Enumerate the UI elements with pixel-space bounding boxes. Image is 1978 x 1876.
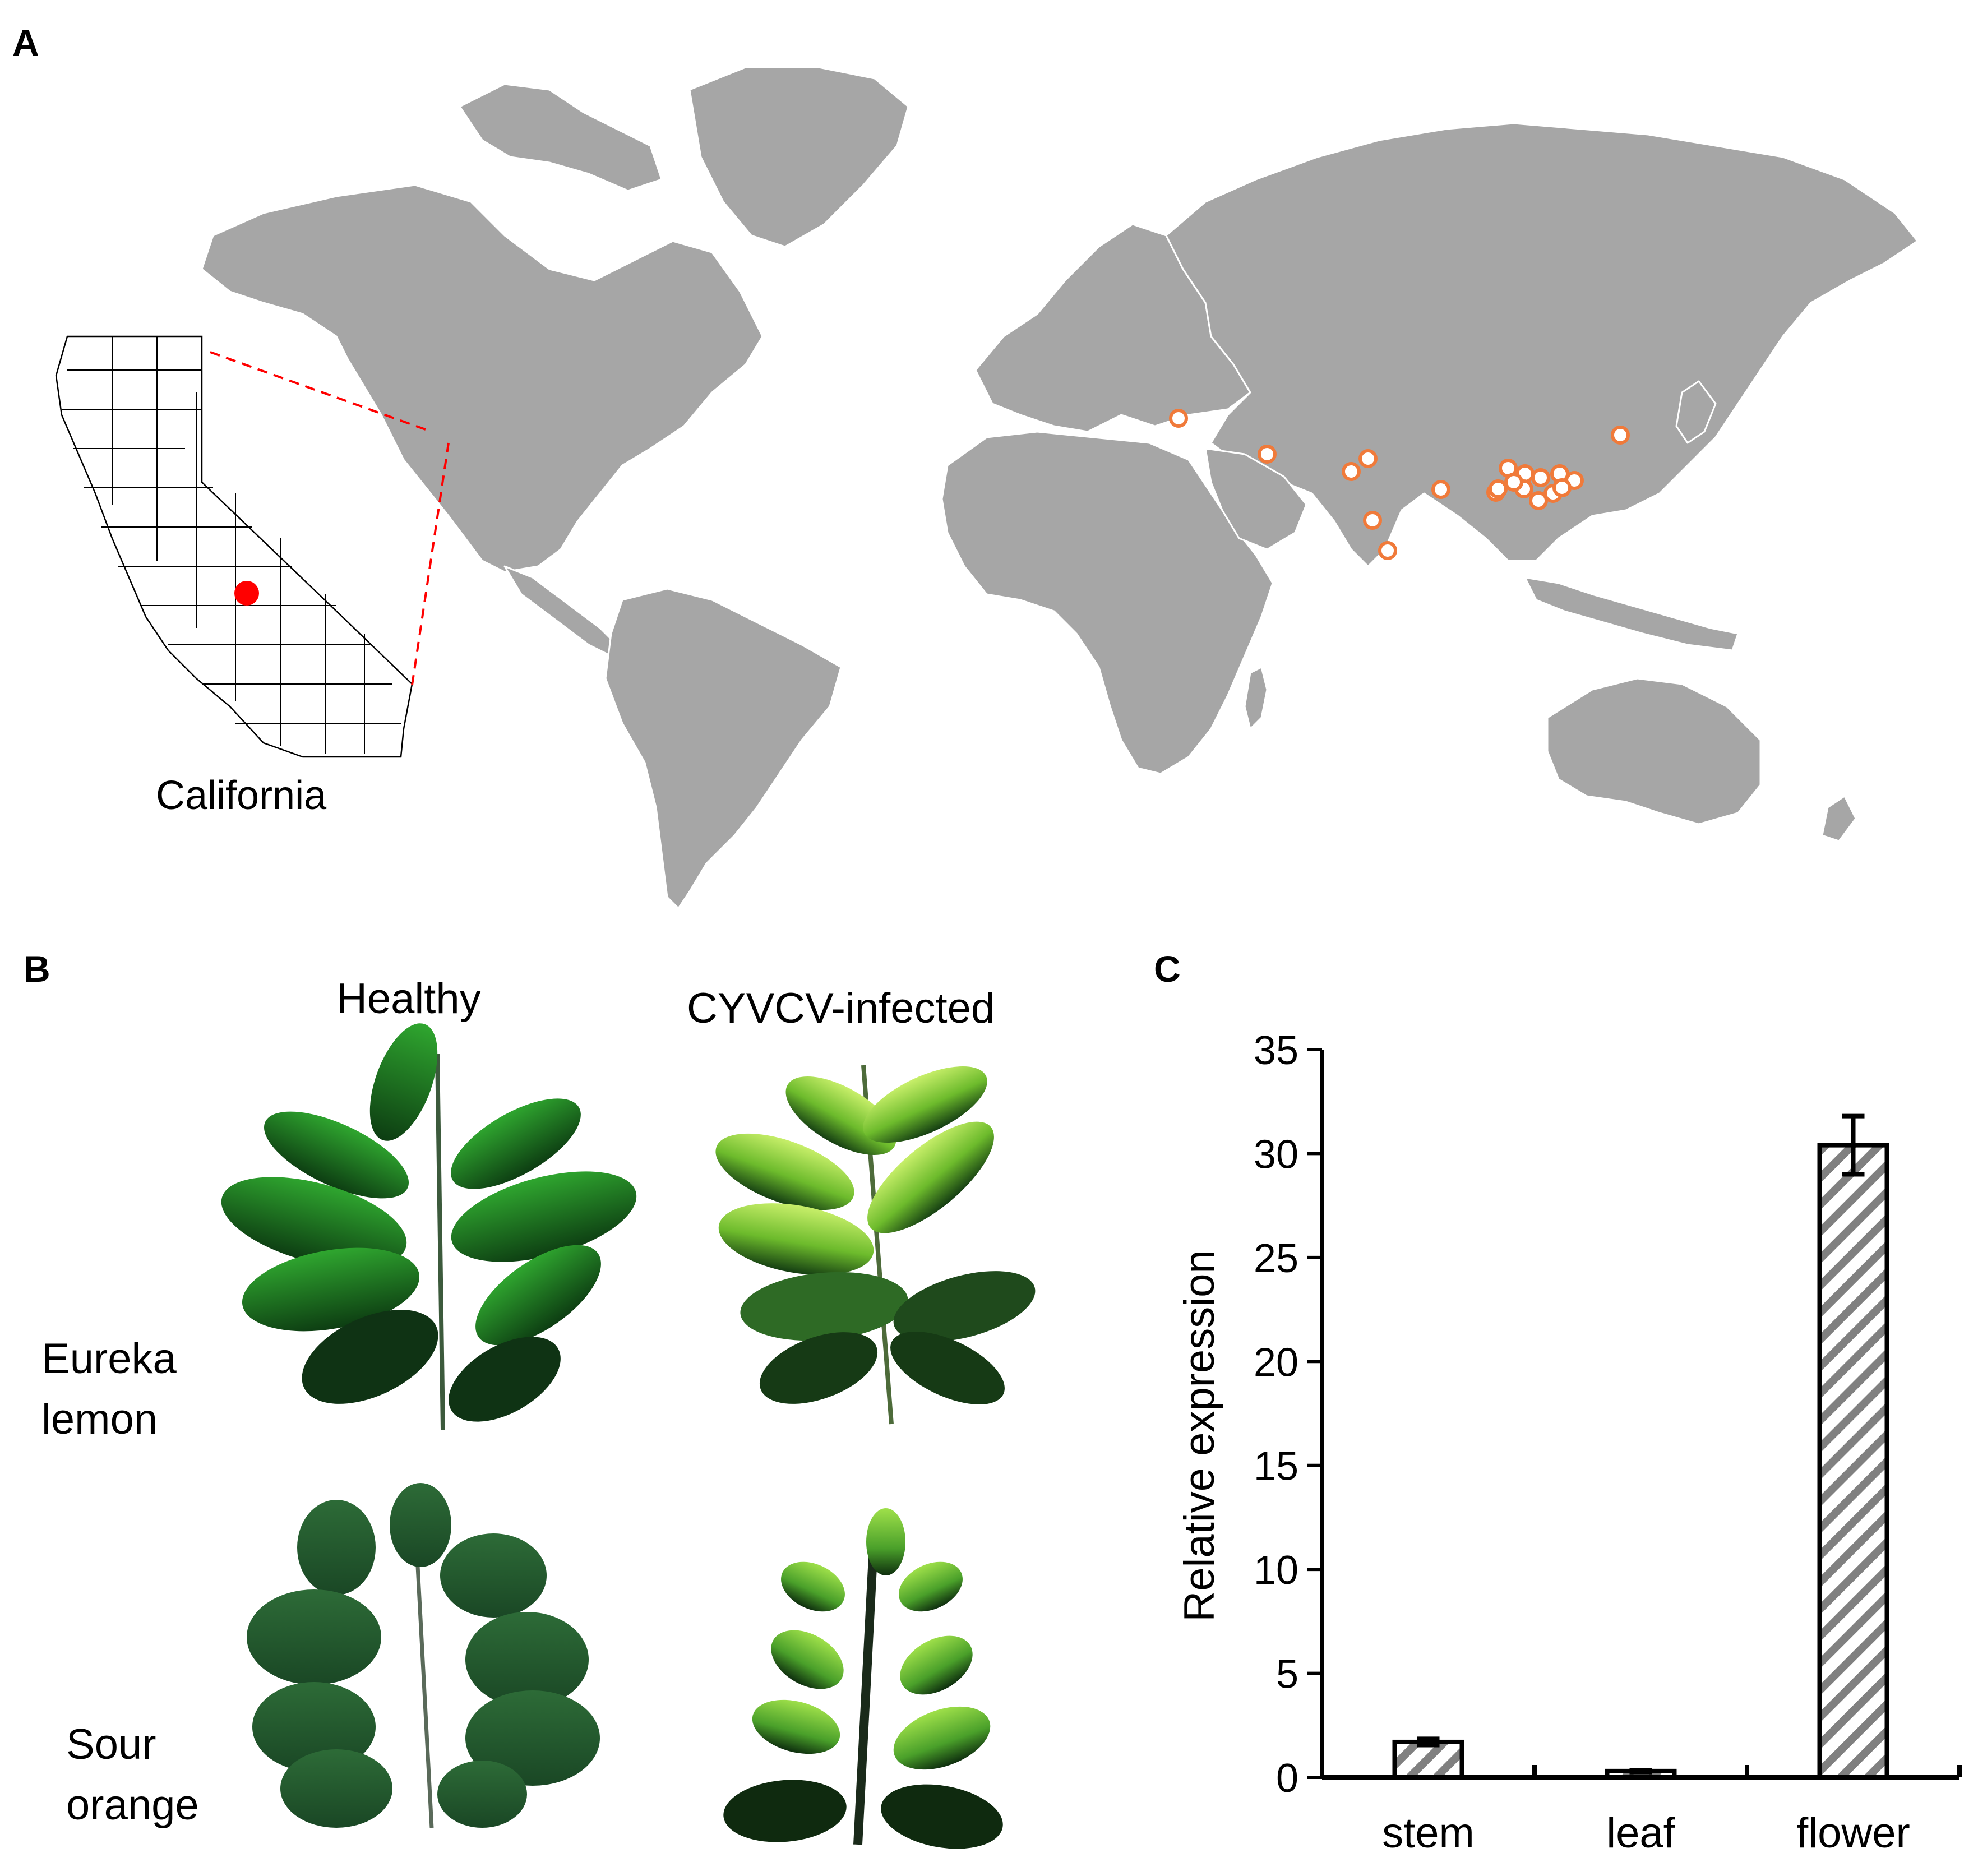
bar-leaf [1605,1768,1677,1780]
panel-c-letter: C [1154,948,1181,990]
occurrence-marker [1529,491,1548,510]
y-axis-title: Relative expression [1176,1250,1223,1621]
photo-healthy-sour-orange [247,1483,600,1828]
panel-b-letter: B [24,948,50,990]
landmass-new-zealand [1821,795,1857,842]
column-header-healthy: Healthy [336,975,481,1023]
row-label-eureka-lemon: Eureka lemon [41,1329,177,1450]
y-tick-label: 35 [1254,1028,1298,1073]
row-label-line: orange [66,1781,199,1829]
row-label-line: Sour [66,1721,156,1768]
california-location-marker [234,581,259,606]
california-inset [55,335,413,758]
occurrence-marker [1363,511,1382,530]
landmass-central-america [503,565,618,657]
landmass-africa [941,431,1274,775]
occurrence-marker [1611,426,1630,445]
y-tick-label: 25 [1254,1236,1298,1281]
occurrence-markers [1169,409,1630,560]
x-tick-label: stem [1382,1809,1475,1857]
world-map [55,66,1919,909]
landmass-arabia [1204,447,1307,551]
occurrence-marker [1342,462,1361,481]
landmass-japan [1675,380,1717,444]
landmass-north-america [201,184,764,573]
california-label: California [156,773,327,818]
inset-connector-lines [210,351,450,686]
occurrence-marker [1531,468,1550,487]
landmass-south-america [604,588,842,909]
chart-axes [1307,1048,1962,1780]
occurrence-marker [1258,445,1277,464]
x-tick-label: flower [1796,1809,1910,1857]
column-header-infected: CYVCV-infected [687,985,995,1032]
y-tick-label: 5 [1276,1652,1298,1697]
row-label-line: lemon [41,1396,158,1443]
occurrence-marker [1378,541,1397,560]
chart-bars [1392,1113,1889,1780]
photo-healthy-eureka-lemon [221,1023,637,1430]
x-tick-label: leaf [1606,1809,1675,1857]
landmass-arctic-islands [459,83,663,192]
occurrence-marker [1504,473,1523,492]
row-label-sour-orange: Sour orange [66,1715,199,1836]
y-tick-label: 20 [1254,1340,1298,1385]
chart-labels: 0 5 10 15 20 25 30 35 stem leaf flower Relative exp… [1176,1028,1910,1857]
y-tick-label: 15 [1254,1444,1298,1489]
y-tick-label: 0 [1276,1756,1298,1801]
landmass-madagascar [1244,666,1268,730]
occurrence-marker [1431,480,1450,499]
landmass-se-asia-islands [1524,576,1739,651]
landmass-greenland [688,66,909,248]
bar-stem [1392,1739,1464,1780]
bar-flower [1817,1143,1889,1780]
photo-infected-eureka-lemon [715,1065,1036,1425]
y-tick-label: 30 [1254,1132,1298,1177]
occurrence-marker [1169,409,1188,428]
panel-a-letter: A [12,22,39,63]
row-label-line: Eureka [41,1335,177,1383]
occurrence-marker [1358,449,1378,468]
y-tick-label: 10 [1254,1548,1298,1593]
occurrence-marker [1489,479,1508,498]
california-outline [55,335,413,758]
photo-infected-sour-orange [723,1508,1003,1849]
landmass-australia [1546,677,1762,825]
occurrence-marker [1552,478,1572,497]
